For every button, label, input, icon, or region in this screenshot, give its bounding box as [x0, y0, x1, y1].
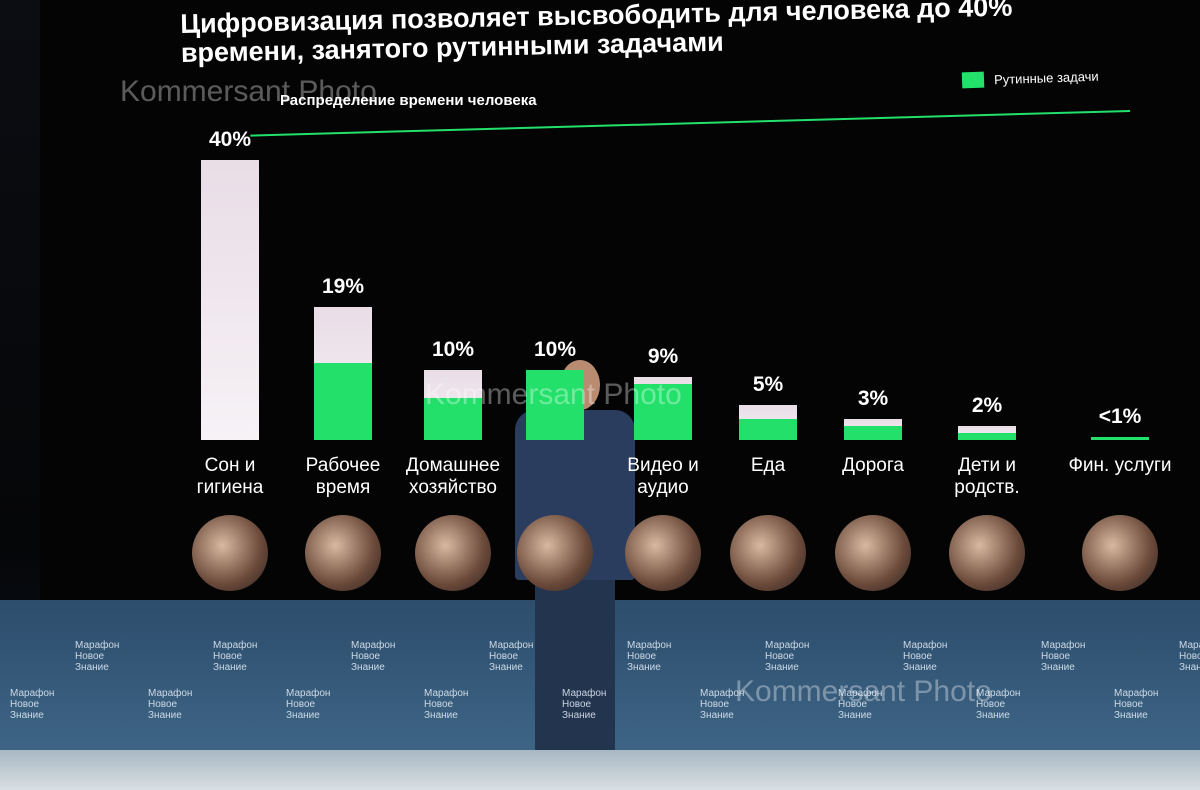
stage-logo: Марафон Новое Знание: [1179, 640, 1200, 673]
category-photo: [415, 515, 491, 591]
stage-logo: Марафон Новое Знание: [489, 640, 534, 673]
bar-segment: [844, 426, 902, 440]
x-tick-label: Рабочее время: [305, 455, 381, 498]
legend-label: Рутинные задачи: [993, 68, 1099, 87]
stage-logo: Марафон Новое Знание: [903, 640, 948, 673]
watermark: Kommersant Photo: [735, 675, 992, 708]
x-tick-label: Дорога: [842, 455, 904, 476]
stage-logo: Марафон Новое Знание: [1041, 640, 1086, 673]
value-label: 3%: [857, 387, 889, 410]
stage-logo: Марафон Новое Знание: [75, 640, 120, 673]
category-photo: [730, 515, 806, 591]
x-tick-label: Еда: [750, 455, 786, 476]
stage-logo: Марафон Новое Знание: [976, 688, 1021, 721]
x-tick-label: Видео и аудио: [627, 455, 699, 498]
value-label: 10%: [431, 338, 475, 361]
x-tick-label: Фин. услуги: [1068, 455, 1172, 476]
category-photo: [949, 515, 1025, 591]
bar-segment: [1091, 436, 1149, 440]
stage-logo: Марафон Новое Знание: [424, 688, 469, 721]
value-label: 2%: [971, 394, 1003, 417]
stage-logo: Марафон Новое Знание: [838, 688, 883, 721]
stage-logo: Марафон Новое Знание: [213, 640, 258, 673]
bar-segment: [634, 384, 692, 440]
bar: [201, 160, 259, 440]
stage-logo: Марафон Новое Знание: [1114, 688, 1159, 721]
bar-segment: [739, 419, 797, 440]
value-label: 40%: [208, 128, 252, 151]
bar-segment: [424, 398, 482, 440]
value-label: 5%: [752, 373, 784, 396]
stage-logo: Марафон Новое Знание: [351, 640, 396, 673]
watermark: Kommersant Photo: [425, 378, 682, 411]
value-label: <1%: [1098, 404, 1142, 428]
bar-segment: [526, 370, 584, 440]
value-label: 10%: [533, 338, 577, 361]
category-photo: [835, 515, 911, 591]
stage-logo: Марафон Новое Знание: [765, 640, 810, 673]
bar-segment: [314, 363, 372, 440]
category-photo: [305, 515, 381, 591]
floor: [0, 750, 1200, 790]
x-tick-label: Домашнее хозяйство: [405, 455, 501, 498]
stage-logo: Марафон Новое Знание: [148, 688, 193, 721]
stage-logo: Марафон Новое Знание: [286, 688, 331, 721]
stage-logo: Марафон Новое Знание: [627, 640, 672, 673]
watermark: Kommersant Photo: [120, 75, 377, 108]
stage-logo: Марафон Новое Знание: [700, 688, 745, 721]
bar-segment: [958, 433, 1016, 440]
stage-logo: Марафон Новое Знание: [10, 688, 55, 721]
category-photo: [517, 515, 593, 591]
category-photo: [1082, 515, 1158, 591]
category-photo: [625, 515, 701, 591]
x-tick-label: Сон и гигиена: [196, 455, 264, 498]
value-label: 9%: [647, 345, 679, 368]
chart-subtitle: Распределение времени человека: [280, 92, 537, 109]
value-label: 19%: [321, 275, 365, 298]
x-tick-label: Дети и родств.: [954, 455, 1020, 498]
stage-logo: Марафон Новое Знание: [562, 688, 607, 721]
legend-swatch: [961, 71, 985, 89]
category-photo: [192, 515, 268, 591]
